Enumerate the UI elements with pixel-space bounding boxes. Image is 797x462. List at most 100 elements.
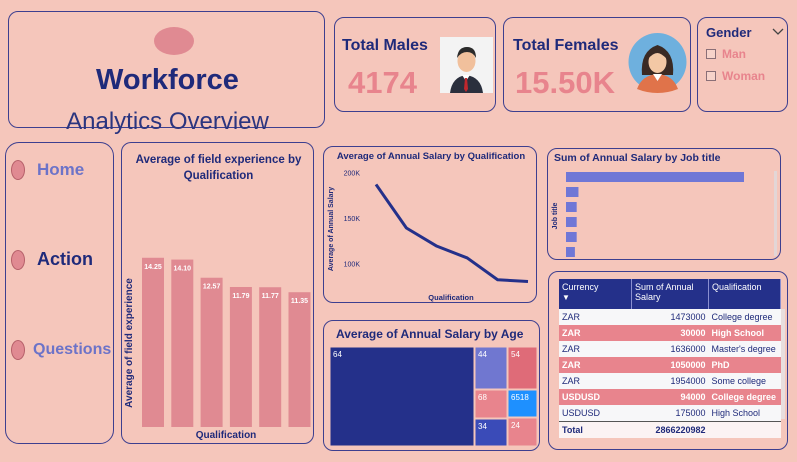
total-empty <box>708 421 781 438</box>
salary-by-qualification-plot: Average of Annual Salary Qualification 1… <box>328 171 529 302</box>
gender-option-woman[interactable]: Woman <box>706 69 765 83</box>
kpi-females-value: 15.50K <box>515 65 615 100</box>
treemap-cell-4[interactable] <box>507 389 538 418</box>
page-title: Workforce <box>96 64 239 96</box>
cell-currency: ZAR <box>559 341 632 357</box>
male-avatar-icon <box>440 37 493 93</box>
cell-salary: 1636000 <box>631 341 709 357</box>
bar-data-label-3: 11.79 <box>232 293 249 300</box>
treemap-label-0: 64 <box>333 350 342 359</box>
table-header-row: Currency ▼ Sum of Annual Salary Qualific… <box>559 279 781 309</box>
kpi-card-females: Total Females 15.50K <box>503 17 691 112</box>
treemap-label-2: 54 <box>511 350 520 359</box>
cell-salary: 30000 <box>631 325 709 341</box>
field-experience-chart: Average of field experience by Qualifica… <box>121 142 314 444</box>
salary-by-age-treemap: 64 44 54 68 6518 34 24 <box>329 346 538 447</box>
field-experience-chart-title-line1: Average of field experience by <box>135 154 302 166</box>
job-bar-4[interactable] <box>566 232 577 242</box>
cell-qualification: High School <box>708 405 781 422</box>
table-scrollbar[interactable] <box>781 309 785 419</box>
job-bar-5[interactable] <box>566 247 575 257</box>
bar-2[interactable] <box>200 277 223 427</box>
table-row[interactable]: ZAR 1636000 Master's degree <box>559 341 781 357</box>
job-bar-3[interactable] <box>566 217 577 227</box>
checkbox-woman[interactable] <box>706 71 716 81</box>
cell-salary: 1050000 <box>631 357 709 373</box>
salary-by-qualification-chart: Average of Annual Salary by Qualificatio… <box>323 146 537 303</box>
salary-table-card: Currency ▼ Sum of Annual Salary Qualific… <box>548 271 788 450</box>
cell-qualification: Master's degree <box>708 341 781 357</box>
bar-data-label-2: 12.57 <box>203 284 221 291</box>
salary-by-qualification-xlabel: Qualification <box>428 293 474 302</box>
treemap-cell-5[interactable] <box>474 418 508 447</box>
table-row[interactable]: ZAR 30000 High School <box>559 325 781 341</box>
home-nav-icon <box>11 160 25 180</box>
nav-item-action[interactable]: Action <box>11 249 93 270</box>
logo-icon <box>154 27 194 55</box>
bar-0[interactable] <box>142 257 164 427</box>
job-bar-2[interactable] <box>566 202 577 212</box>
table-total-row: Total 2866220982 <box>559 421 781 438</box>
gender-slicer-title: Gender <box>706 25 752 40</box>
salary-by-qualification-title: Average of Annual Salary by Qualificatio… <box>336 151 526 162</box>
cell-currency: ZAR <box>559 325 632 341</box>
page-subtitle: Analytics Overview <box>66 108 269 135</box>
salary-table: Currency ▼ Sum of Annual Salary Qualific… <box>559 279 781 438</box>
bar-data-label-4: 11.77 <box>262 293 279 300</box>
column-header-qualification[interactable]: Qualification <box>708 279 781 309</box>
bar-3[interactable] <box>229 286 252 427</box>
column-header-currency[interactable]: Currency ▼ <box>559 279 632 309</box>
treemap-cell-6[interactable] <box>507 417 538 447</box>
table-row[interactable]: USDUSD 175000 High School <box>559 405 781 422</box>
field-experience-bars: Average of field experience Qualificatio… <box>124 257 311 441</box>
cell-qualification: Some college <box>708 373 781 389</box>
treemap-label-5: 34 <box>478 422 487 431</box>
cell-currency: ZAR <box>559 373 632 389</box>
bar-4[interactable] <box>259 287 282 427</box>
cell-qualification: PhD <box>708 357 781 373</box>
treemap-cell-1[interactable] <box>474 346 508 390</box>
job-chart-scrollbar[interactable] <box>774 171 777 256</box>
treemap-label-1: 44 <box>478 350 487 359</box>
field-experience-chart-title-line2: Qualification <box>183 170 254 182</box>
salary-line-series[interactable] <box>374 183 529 284</box>
job-bar-1[interactable] <box>566 187 579 197</box>
gender-slicer: Gender Man Woman <box>697 17 788 112</box>
kpi-males-label: Total Males <box>342 37 428 54</box>
treemap-label-4: 6518 <box>511 393 529 402</box>
field-experience-ylabel: Average of field experience <box>124 278 135 408</box>
y-tick-label-2: 200K <box>344 171 361 178</box>
gender-option-man[interactable]: Man <box>706 47 746 61</box>
sort-down-icon[interactable]: ▼ <box>562 293 570 302</box>
cell-salary: 94000 <box>631 389 709 405</box>
gender-option-woman-label: Woman <box>722 69 766 83</box>
kpi-males-value: 4174 <box>348 65 417 100</box>
nav-item-questions[interactable]: Questions <box>11 340 111 360</box>
table-row[interactable]: USDUSD 94000 College degree <box>559 389 781 405</box>
cell-salary: 175000 <box>631 405 709 422</box>
salary-by-job-title-title: Sum of Annual Salary by Job title <box>554 152 721 164</box>
treemap-cell-0[interactable] <box>329 346 475 447</box>
chevron-down-icon[interactable] <box>771 24 785 38</box>
cell-currency: ZAR <box>559 309 632 325</box>
female-avatar-icon <box>628 31 687 93</box>
table-row[interactable]: ZAR 1050000 PhD <box>559 357 781 373</box>
job-bar-0[interactable] <box>566 172 744 182</box>
treemap-label-6: 24 <box>511 421 520 430</box>
cell-qualification: College degree <box>708 389 781 405</box>
treemap-cell-2[interactable] <box>507 346 538 390</box>
table-row[interactable]: ZAR 1954000 Some college <box>559 373 781 389</box>
cell-currency: USDUSD <box>559 389 632 405</box>
cell-qualification: College degree <box>708 309 781 325</box>
salary-by-age-title: Average of Annual Salary by Age <box>336 327 524 341</box>
checkbox-man[interactable] <box>706 49 716 59</box>
title-card: Workforce Analytics Overview <box>8 11 325 135</box>
bar-1[interactable] <box>171 259 194 427</box>
nav-item-home[interactable]: Home <box>11 160 84 180</box>
table-row[interactable]: ZAR 1473000 College degree <box>559 309 781 325</box>
column-header-salary[interactable]: Sum of Annual Salary <box>631 279 709 309</box>
bar-5[interactable] <box>288 292 311 427</box>
y-tick-label-1: 150K <box>344 216 361 223</box>
treemap-cell-3[interactable] <box>474 389 508 419</box>
field-experience-xlabel: Qualification <box>196 430 257 441</box>
